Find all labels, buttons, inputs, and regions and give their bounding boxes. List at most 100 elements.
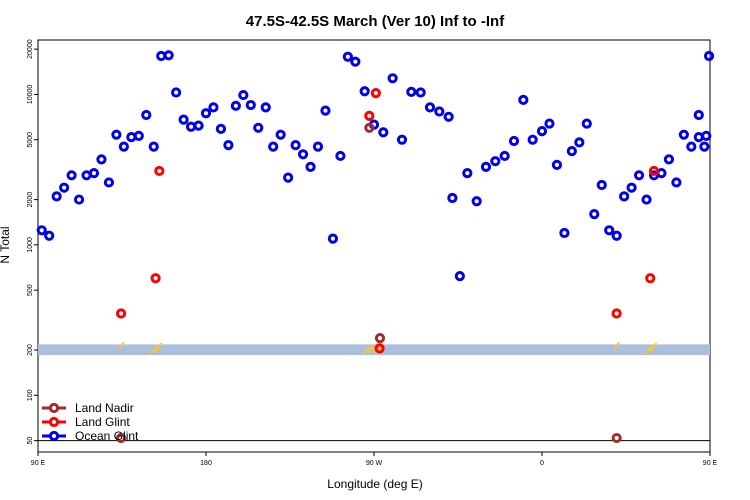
data-point bbox=[73, 194, 85, 205]
x-tick-label: 90 E bbox=[31, 460, 46, 467]
data-point bbox=[126, 132, 137, 143]
data-point bbox=[611, 432, 622, 444]
data-point bbox=[424, 102, 436, 113]
data-point bbox=[118, 141, 129, 152]
data-point bbox=[611, 308, 622, 319]
data-point bbox=[378, 127, 389, 138]
data-point bbox=[268, 141, 279, 152]
data-point bbox=[327, 233, 339, 244]
data-point bbox=[699, 141, 710, 152]
data-point bbox=[364, 110, 375, 121]
x-tick-label: 180 bbox=[200, 460, 212, 467]
data-point bbox=[171, 87, 182, 98]
data-point bbox=[574, 137, 585, 148]
data-point bbox=[59, 182, 70, 193]
data-point bbox=[320, 105, 331, 116]
yellow-mark bbox=[156, 342, 163, 351]
data-point bbox=[364, 122, 375, 133]
data-point bbox=[703, 50, 715, 62]
legend-marker bbox=[48, 430, 60, 442]
data-point bbox=[238, 89, 249, 101]
data-point bbox=[115, 432, 127, 444]
data-point bbox=[471, 196, 482, 207]
data-point bbox=[462, 167, 473, 179]
x-tick-label: 90 W bbox=[366, 460, 383, 467]
data-point bbox=[66, 170, 77, 181]
data-point bbox=[443, 111, 454, 122]
data-point bbox=[335, 150, 346, 162]
data-point bbox=[544, 118, 555, 129]
data-point bbox=[447, 192, 458, 204]
y-tick-label: 5000 bbox=[27, 132, 34, 148]
data-point bbox=[415, 87, 426, 98]
data-point bbox=[88, 167, 100, 179]
data-point bbox=[141, 109, 152, 121]
data-point bbox=[223, 140, 234, 151]
data-point bbox=[499, 150, 510, 162]
data-point bbox=[663, 154, 675, 165]
data-point bbox=[396, 134, 408, 145]
data-point bbox=[178, 114, 189, 125]
data-point bbox=[150, 273, 161, 284]
x-axis-label: Longitude (deg E) bbox=[327, 477, 422, 491]
x-tick-label: 0 bbox=[540, 460, 544, 467]
data-point bbox=[208, 102, 219, 113]
data-point bbox=[619, 191, 630, 202]
data-point bbox=[154, 165, 165, 177]
plot-area: 50 100 200 500 1000 2000 5000 10000 20000 90 E 180… bbox=[27, 39, 718, 467]
data-point bbox=[374, 343, 385, 354]
data-point bbox=[406, 86, 417, 97]
data-point bbox=[508, 135, 520, 147]
data-point bbox=[193, 120, 204, 131]
data-point bbox=[527, 134, 538, 145]
data-point bbox=[342, 51, 353, 62]
data-point bbox=[245, 99, 256, 111]
data-point bbox=[350, 56, 361, 67]
data-point bbox=[645, 273, 656, 284]
legend-label: Ocean Glint bbox=[75, 429, 139, 443]
data-point bbox=[163, 50, 174, 61]
y-tick-label: 100 bbox=[27, 389, 34, 401]
y-tick-label: 10000 bbox=[27, 85, 34, 105]
y-axis-label: N Total bbox=[0, 226, 12, 263]
data-point bbox=[693, 132, 704, 143]
y-tick-label: 200 bbox=[27, 344, 34, 356]
data-point bbox=[490, 156, 501, 167]
yellow-mark bbox=[118, 342, 125, 351]
data-point bbox=[96, 154, 107, 165]
data-point bbox=[283, 172, 294, 183]
data-point bbox=[604, 225, 615, 236]
legend-label: Land Glint bbox=[75, 415, 130, 429]
data-point bbox=[693, 109, 704, 121]
data-point bbox=[253, 122, 264, 133]
y-tick-label: 2000 bbox=[27, 192, 34, 208]
data-point bbox=[370, 88, 381, 99]
data-point bbox=[111, 129, 122, 140]
data-point bbox=[678, 129, 689, 140]
data-point bbox=[559, 227, 570, 239]
data-point bbox=[589, 209, 600, 220]
data-point bbox=[115, 308, 127, 319]
yellow-mark bbox=[369, 344, 376, 353]
data-point bbox=[312, 141, 324, 152]
yellow-mark bbox=[613, 342, 620, 351]
y-tick-label: 50 bbox=[27, 437, 34, 445]
data-point bbox=[275, 129, 286, 140]
data-point bbox=[641, 194, 652, 205]
legend-marker bbox=[48, 416, 60, 428]
x-tick-label: 90 E bbox=[703, 460, 718, 467]
data-point bbox=[551, 159, 563, 171]
data-point bbox=[581, 118, 592, 129]
data-point bbox=[200, 108, 212, 119]
data-point bbox=[290, 140, 301, 151]
data-point bbox=[518, 94, 529, 105]
data-point bbox=[359, 86, 370, 97]
data-point bbox=[686, 141, 697, 152]
legend-label: Land Nadir bbox=[75, 401, 134, 415]
y-tick-label: 500 bbox=[27, 284, 34, 296]
legend-marker bbox=[48, 402, 60, 414]
y-tick-label: 20000 bbox=[27, 39, 34, 59]
data-point bbox=[611, 230, 622, 241]
yellow-mark bbox=[150, 346, 157, 355]
data-point bbox=[230, 100, 241, 111]
